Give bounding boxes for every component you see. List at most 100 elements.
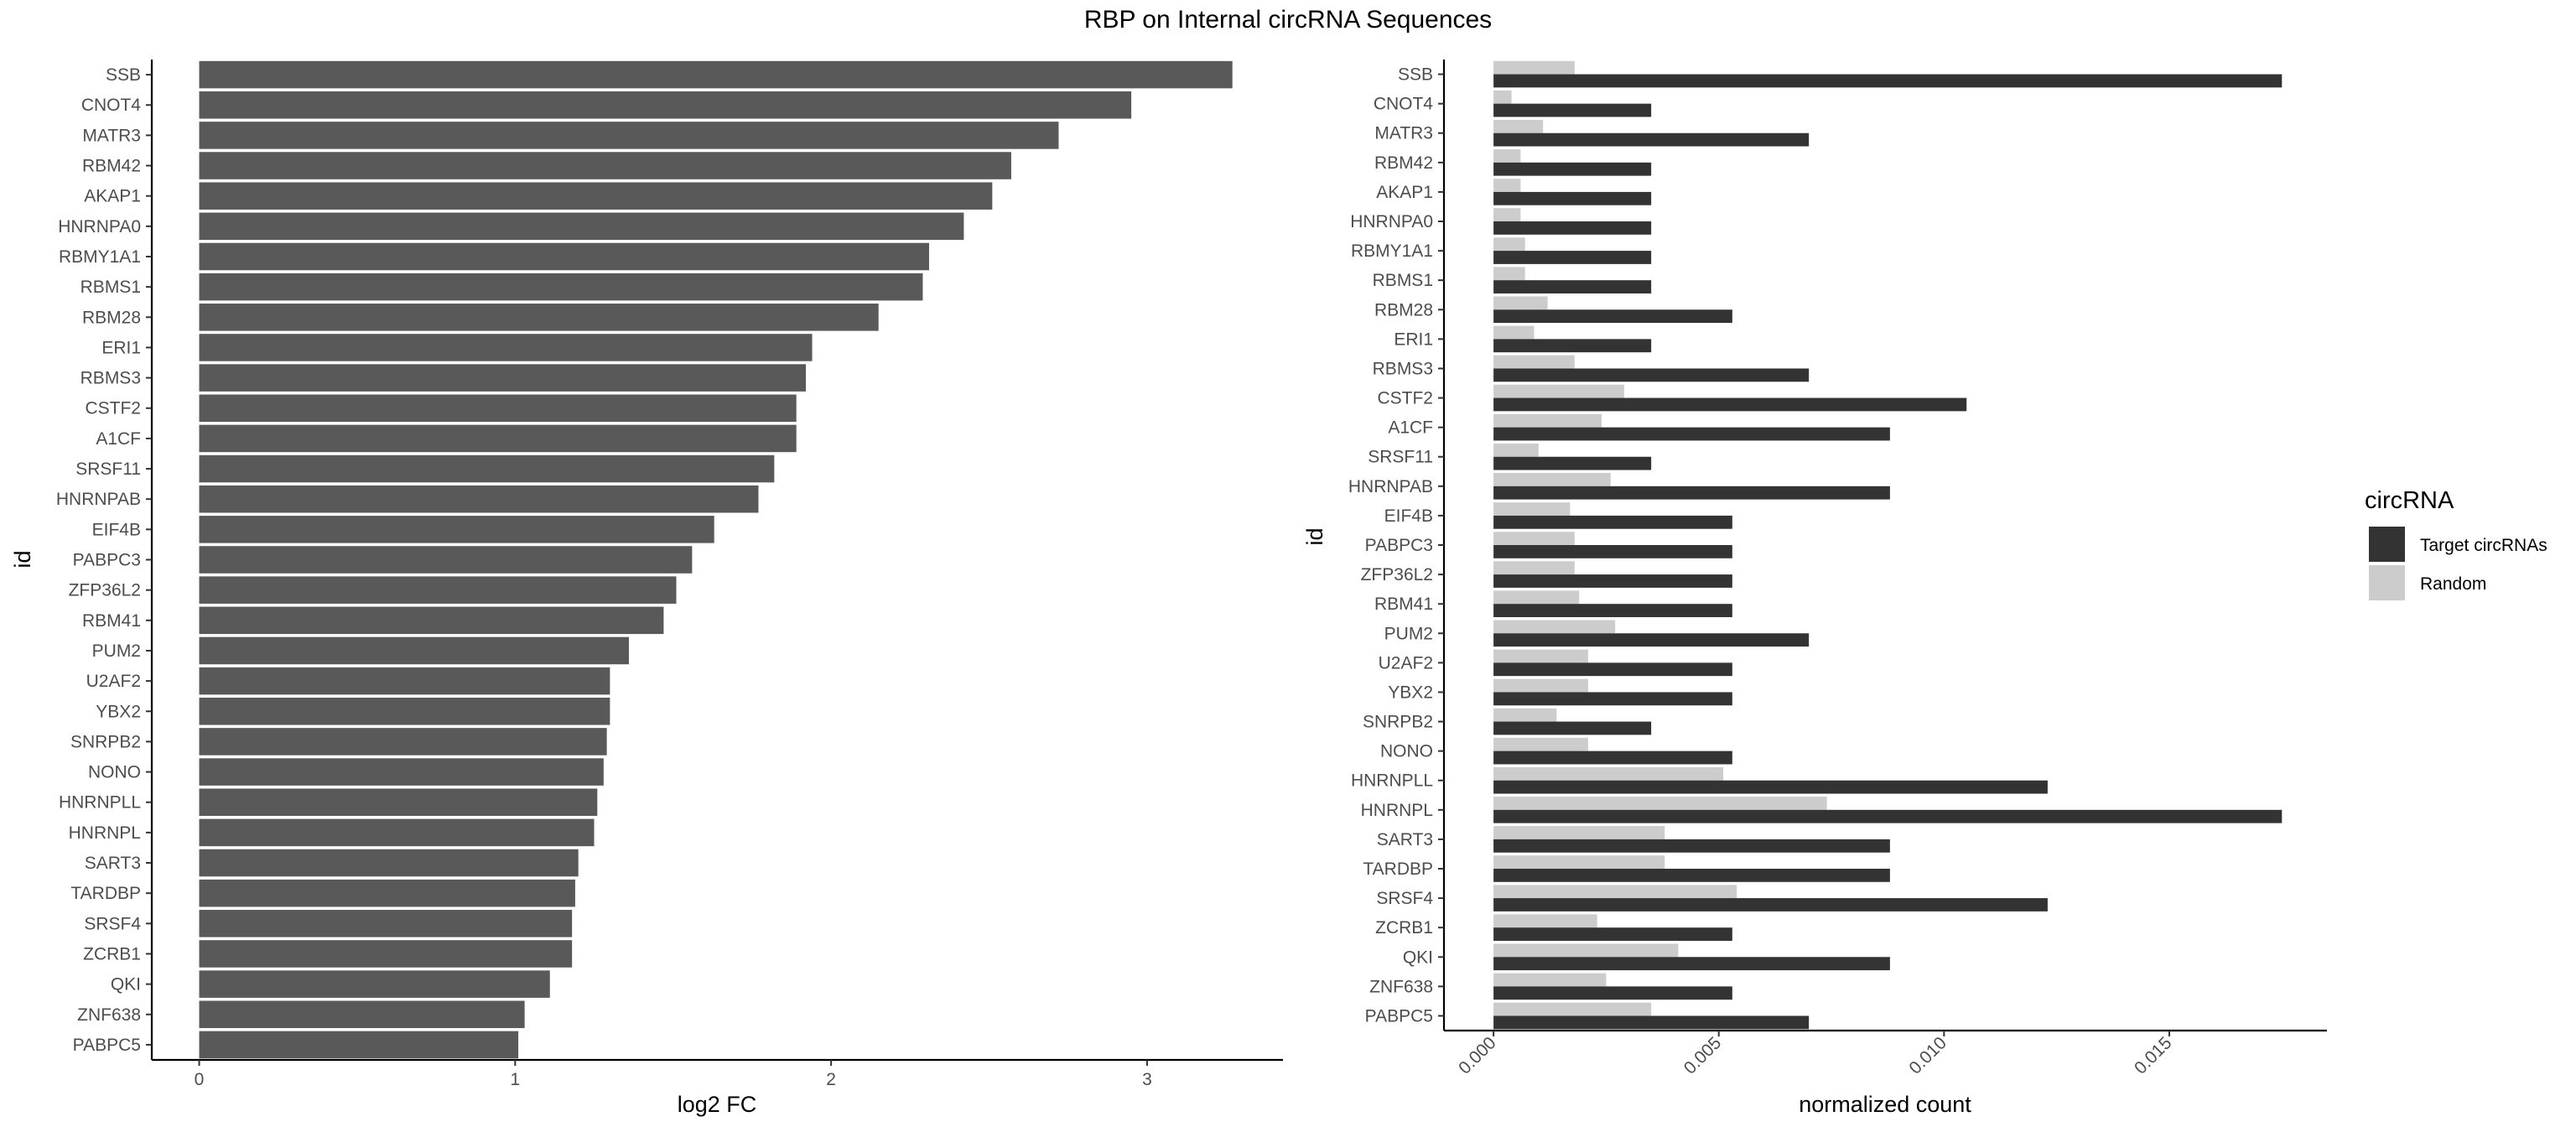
y-tick-label: RBM28: [1374, 300, 1433, 319]
y-tick-label: TARDBP: [1363, 860, 1433, 879]
bar-target-hnrnpab: [1493, 486, 1890, 500]
bar-random-sart3: [1493, 826, 1665, 839]
y-tick-label: RBM28: [82, 308, 141, 327]
bar-random-pabpc3: [1493, 532, 1575, 545]
bar-random-hnrnpll: [1493, 766, 1724, 781]
bar-target-hnrnpa0: [1493, 221, 1652, 235]
y-tick-label: RBM41: [1374, 595, 1433, 614]
bar-logfc-srsf11: [199, 454, 775, 483]
y-tick-label: U2AF2: [1379, 653, 1433, 673]
bar-target-u2af2: [1493, 662, 1732, 677]
bar-random-hnrnpl: [1493, 797, 1827, 810]
left-bars: [199, 60, 1233, 1059]
bar-target-rbmy1a1: [1493, 251, 1652, 264]
bar-random-tardbp: [1493, 855, 1665, 869]
bar-logfc-sart3: [199, 849, 579, 877]
bar-target-snrpb2: [1493, 721, 1652, 735]
bar-logfc-pabpc5: [199, 1031, 519, 1059]
y-tick-label: RBM42: [1374, 153, 1433, 173]
legend-label-target-circrnas: Target circRNAs: [2420, 536, 2547, 555]
bar-logfc-ssb: [199, 60, 1233, 89]
y-tick-label: ZFP36L2: [69, 581, 141, 600]
bar-target-ybx2: [1493, 692, 1732, 706]
right-y-axis-title: id: [1302, 527, 1327, 545]
x-tick-label: 0.010: [1905, 1033, 1950, 1078]
bar-logfc-rbms1: [199, 273, 923, 301]
bar-target-hnrnpl: [1493, 809, 2283, 823]
y-tick-label: SART3: [1377, 830, 1433, 849]
bar-logfc-matr3: [199, 122, 1059, 149]
bar-logfc-hnrnpl: [199, 818, 595, 847]
y-tick-label: SNRPB2: [1363, 713, 1433, 732]
y-tick-label: EIF4B: [92, 520, 141, 539]
legend-label-random: Random: [2420, 574, 2486, 594]
bar-target-rbms3: [1493, 368, 1810, 382]
bar-random-rbm28: [1493, 296, 1548, 310]
bar-random-ssb: [1493, 60, 1575, 75]
y-tick-label: PUM2: [1384, 624, 1433, 643]
x-tick-label: 0.005: [1680, 1033, 1725, 1078]
y-tick-label: MATR3: [82, 126, 141, 145]
bar-random-rbms3: [1493, 355, 1575, 369]
legend: circRNA Target circRNAs Random: [2365, 487, 2547, 600]
bar-target-eri1: [1493, 339, 1652, 353]
left-x-ticks: 0 1 2 3: [195, 1060, 1152, 1089]
bar-logfc-hnrnpab: [199, 485, 759, 513]
bar-random-zcrb1: [1493, 914, 1597, 928]
bar-target-pum2: [1493, 633, 1810, 647]
y-tick-label: A1CF: [1388, 418, 1433, 438]
bar-random-rbm41: [1493, 590, 1580, 605]
bar-random-pabpc5: [1493, 1002, 1652, 1016]
y-tick-label: HNRNPL: [1361, 801, 1433, 820]
y-tick-label: TARDBP: [70, 884, 141, 903]
bar-logfc-akap1: [199, 182, 993, 210]
y-tick-label: SRSF11: [1368, 448, 1433, 467]
bar-target-srsf4: [1493, 898, 2048, 911]
y-tick-label: SRSF4: [1376, 889, 1433, 908]
bar-target-sart3: [1493, 839, 1890, 853]
y-tick-label: EIF4B: [1384, 506, 1433, 526]
bar-target-qki: [1493, 957, 1890, 971]
y-tick-label: HNRNPLL: [1351, 771, 1433, 791]
y-tick-label: ZFP36L2: [1361, 565, 1433, 584]
bar-random-hnrnpa0: [1493, 208, 1521, 221]
bar-random-pum2: [1493, 620, 1616, 634]
bar-logfc-cnot4: [199, 91, 1132, 119]
bar-random-zfp36l2: [1493, 561, 1575, 575]
bar-random-ybx2: [1493, 678, 1588, 693]
bar-target-rbms1: [1493, 280, 1652, 293]
y-tick-label: RBM41: [82, 611, 141, 631]
y-tick-label: PUM2: [92, 641, 141, 661]
y-tick-label: RBM42: [82, 157, 141, 176]
bar-logfc-ybx2: [199, 697, 610, 725]
y-tick-label: NONO: [88, 763, 141, 782]
y-tick-label: RBMY1A1: [1351, 242, 1433, 261]
bar-target-znf638: [1493, 986, 1732, 1000]
left-y-ticks: SSB CNOT4 MATR3 RBM42 AKAP1 HNRNPA0 RBMY1A1 RBM…: [56, 65, 152, 1055]
y-tick-label: ZCRB1: [1375, 918, 1433, 937]
y-tick-label: CSTF2: [85, 399, 141, 418]
bar-random-a1cf: [1493, 413, 1602, 428]
legend-key-target-circrnas: [2369, 527, 2405, 562]
y-tick-label: SART3: [85, 854, 141, 873]
left-y-axis-title: id: [10, 550, 35, 568]
right-panel: SSB CNOT4 MATR3 RBM42 AKAP1 HNRNPA0 RBMY1A1 RBM…: [1302, 60, 2327, 1117]
bar-logfc-qki: [199, 970, 550, 998]
y-tick-label: SNRPB2: [70, 732, 141, 751]
right-x-ticks: 0.000 0.005 0.010 0.015: [1455, 1031, 2176, 1078]
y-tick-label: NONO: [1380, 742, 1433, 761]
y-tick-label: ERI1: [101, 338, 141, 357]
y-tick-label: HNRNPLL: [59, 793, 141, 813]
bar-random-matr3: [1493, 119, 1544, 133]
bar-logfc-tardbp: [199, 879, 575, 907]
y-tick-label: HNRNPA0: [58, 217, 141, 236]
bar-random-akap1: [1493, 179, 1521, 192]
y-tick-label: SSB: [106, 65, 141, 85]
bar-target-rbm41: [1493, 604, 1732, 617]
bar-target-zfp36l2: [1493, 574, 1732, 588]
bar-random-srsf4: [1493, 885, 1737, 899]
bar-logfc-a1cf: [199, 424, 797, 453]
right-y-ticks: SSB CNOT4 MATR3 RBM42 AKAP1 HNRNPA0 RBMY1A1 RBM…: [1348, 65, 1444, 1026]
y-tick-label: SRSF4: [84, 914, 141, 933]
bar-target-srsf11: [1493, 456, 1652, 470]
